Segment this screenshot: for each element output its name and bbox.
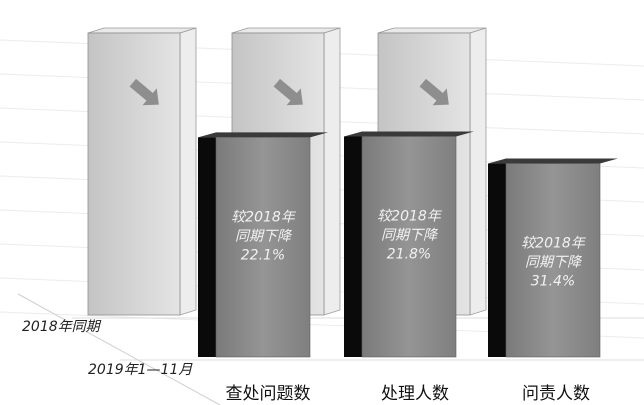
bar-front [505,163,601,358]
bar-front-top [344,131,474,137]
front-series-layer: 较2018年同期下降22.1%较2018年同期下降21.8%较2018年同期下降… [198,131,618,358]
bar-back [87,32,181,316]
bar-back-side [179,27,197,316]
bar-back-top [377,27,487,34]
down-right-arrow-icon [273,78,303,106]
series-depth-label-back: 2018年同期 [22,319,102,335]
bar-front-side [344,136,362,357]
bar-back-top [87,27,197,34]
bar-front-top [198,132,328,138]
series-depth-label-front: 2019年1—11月 [88,362,193,378]
bar-annotation-line: 较2018年 [521,236,587,252]
bar-annotation-line: 较2018年 [377,208,443,224]
bar-front [215,137,311,358]
bar-annotation-line: 22.1% [241,247,285,263]
bar-annotation-line: 同期下降 [381,227,439,243]
bar-front-side [198,137,216,357]
bar-annotation-line: 较2018年 [231,209,297,225]
bar-annotation-line: 31.4% [531,274,575,290]
bar-annotation-line: 21.8% [387,246,431,262]
bar-back-side [323,27,341,316]
category-label-2: 问责人数 [522,384,590,404]
bar-front-side [488,163,506,357]
bar-annotation-line: 同期下降 [235,228,293,244]
bar-front-top [488,158,618,164]
bar-back-top [231,27,341,34]
down-right-arrow-icon [129,78,159,106]
floor-edge [17,293,221,405]
category-label-1: 处理人数 [381,384,449,404]
bar-annotation-line: 同期下降 [525,255,583,271]
down-right-arrow-icon [419,78,449,106]
bar-front [361,136,457,358]
bar-back-side [469,27,487,316]
category-label-0: 查处问题数 [226,384,311,404]
